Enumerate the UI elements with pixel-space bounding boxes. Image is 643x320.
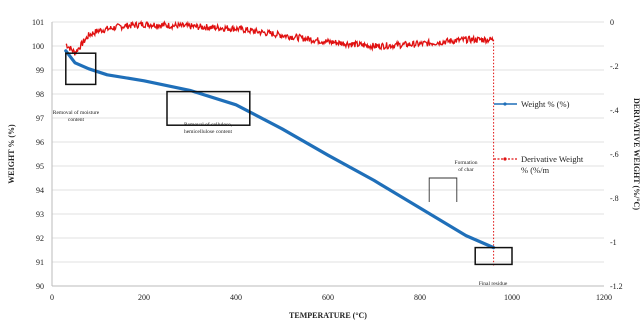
y2-tick-label: -.2: [610, 62, 619, 71]
y-tick-label: 94: [36, 186, 44, 195]
annotation-box: [65, 52, 97, 86]
y2-tick-label: -.8: [610, 194, 619, 203]
x-tick-label: 200: [138, 293, 150, 302]
annotation-label: Formation of char: [455, 160, 478, 173]
series-group: [64, 19, 496, 267]
legend-derivative-marker: [503, 157, 507, 161]
legend-derivative-label: Derivative Weight% (%/m: [521, 154, 584, 175]
x-tick-label: 0: [50, 293, 54, 302]
legend-weight-marker: [503, 102, 507, 106]
series-weight-line: [64, 49, 496, 250]
gridlines: [52, 21, 604, 287]
annotation-box: [474, 246, 513, 266]
annotation-label: Final residue: [479, 281, 508, 287]
y-tick-label: 92: [36, 234, 44, 243]
x-axis-label: TEMPERATURE (°C): [289, 311, 367, 320]
legend: Weight % (%) Derivative Weight% (%/m: [494, 99, 584, 175]
y-tick-label: 96: [36, 138, 44, 147]
y-axis-label: WEIGHT % (%): [7, 124, 16, 184]
x-axis-ticks: 0 200 400 600 800 1000 1200: [50, 293, 612, 302]
x-tick-label: 1000: [504, 293, 520, 302]
y2-tick-label: -1.2: [610, 282, 623, 291]
y-tick-label: 101: [32, 18, 44, 27]
y-tick-label: 95: [36, 162, 44, 171]
annotation-label: Removal of moisture content: [53, 109, 100, 123]
y-tick-label: 99: [36, 66, 44, 75]
series-derivative-line: [65, 19, 494, 56]
annotations-group: Removal of moisture content Removal of cel…: [53, 52, 513, 287]
y2-axis-label: DERIVATIVE WEIGHT (%/°C): [632, 98, 641, 210]
y-tick-label: 98: [36, 90, 44, 99]
x-tick-label: 1200: [596, 293, 612, 302]
y-tick-label: 93: [36, 210, 44, 219]
y2-tick-label: -.6: [610, 150, 619, 159]
y2-tick-label: 0: [610, 18, 614, 27]
y-tick-label: 100: [32, 42, 44, 51]
annotation-label: Removal of cellulose, hemicellulose conte…: [184, 121, 233, 135]
y2-tick-label: -.4: [610, 106, 619, 115]
x-tick-label: 800: [414, 293, 426, 302]
y-tick-label: 97: [36, 114, 44, 123]
x-tick-label: 600: [322, 293, 334, 302]
x-tick-label: 400: [230, 293, 242, 302]
y-tick-label: 91: [36, 258, 44, 267]
annotation-box: [166, 90, 251, 126]
y2-axis-ticks: 0 -.2 -.4 -.6 -.8 -1 -1.2: [610, 18, 623, 291]
annotation-bracket: [428, 177, 458, 202]
y-axis-ticks: 90 91 92 93 94 95 96 97 98 99 100 101: [32, 18, 44, 291]
y2-tick-label: -1: [610, 238, 617, 247]
y-tick-label: 90: [36, 282, 44, 291]
legend-weight-label: Weight % (%): [521, 99, 570, 109]
